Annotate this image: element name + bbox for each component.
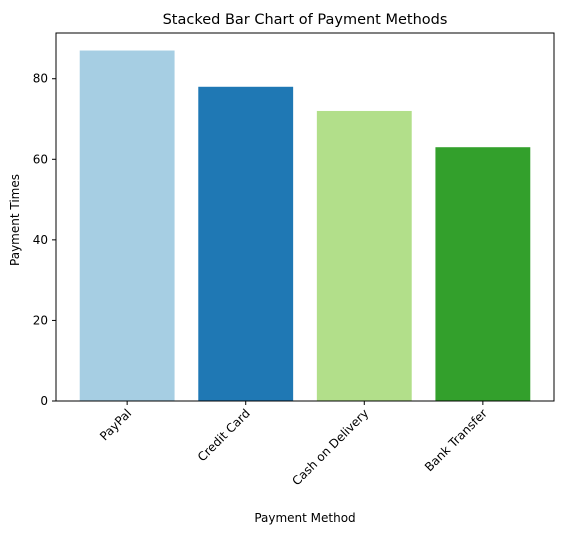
x-tick-label: Bank Transfer	[422, 406, 490, 474]
bar-bank-transfer	[435, 147, 531, 401]
x-axis-title: Payment Method	[254, 511, 355, 525]
plot-area-frame	[55, 32, 555, 402]
y-axis-title: Payment Times	[8, 174, 22, 266]
x-tick-label: Cash on Delivery	[289, 406, 371, 488]
y-tick-label: 0	[40, 394, 48, 408]
bars-group	[79, 50, 531, 402]
y-tick-label: 20	[33, 313, 48, 327]
x-tick-label: PayPal	[97, 406, 134, 443]
y-tick-label: 80	[33, 72, 48, 86]
chart-title: Stacked Bar Chart of Payment Methods	[163, 12, 448, 28]
bar-cash-on-delivery	[316, 110, 412, 401]
x-axis-ticks: PayPal Credit Card Cash on Delivery Bank Tr…	[97, 401, 490, 488]
x-tick-label: Credit Card	[195, 406, 253, 464]
y-axis-ticks: 0 20 40 60 80	[33, 72, 56, 408]
y-tick-label: 40	[33, 233, 48, 247]
bar-credit-card	[198, 86, 294, 401]
y-tick-label: 60	[33, 152, 48, 166]
bar-paypal	[79, 50, 175, 402]
